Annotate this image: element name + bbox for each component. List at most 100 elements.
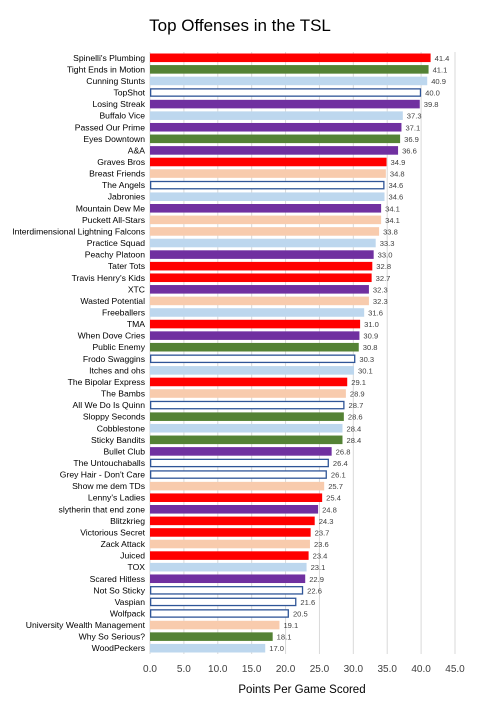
category-label: Jabronies	[108, 192, 145, 202]
value-label: 23.7	[315, 528, 330, 537]
bar	[150, 366, 355, 375]
value-label: 24.3	[319, 517, 334, 526]
bar	[150, 447, 332, 456]
category-label: Peachy Platoon	[85, 250, 145, 260]
x-tick-label: 30.0	[344, 664, 364, 675]
category-label: Zack Attack	[101, 539, 146, 549]
category-label: Sticky Bandits	[91, 435, 145, 445]
value-label: 34.1	[385, 204, 400, 213]
category-label: Blitzkrieg	[110, 516, 145, 526]
x-tick-label: 25.0	[310, 664, 330, 675]
category-label: Cobblestone	[97, 423, 145, 433]
value-label: 32.3	[373, 285, 388, 294]
value-label: 25.4	[326, 494, 341, 503]
value-label: 31.6	[368, 308, 383, 317]
value-label: 28.7	[349, 401, 364, 410]
bar	[150, 296, 369, 306]
value-label: 40.9	[431, 77, 446, 86]
bar	[150, 574, 306, 584]
bar	[150, 250, 374, 259]
bar	[150, 76, 428, 86]
category-label: Not So Sticky	[93, 585, 145, 595]
bar	[150, 377, 348, 387]
value-label: 33.0	[378, 251, 393, 260]
value-label: 20.5	[293, 609, 308, 618]
value-label: 30.9	[363, 332, 378, 341]
value-label: 39.8	[424, 100, 439, 109]
category-label: Losing Streak	[92, 99, 145, 109]
bar	[150, 238, 376, 248]
x-tick-label: 45.0	[445, 664, 465, 675]
bar	[150, 122, 402, 132]
category-label: Bullet Club	[103, 446, 145, 456]
x-tick-label: 5.0	[177, 664, 191, 675]
bar	[149, 470, 327, 479]
category-label: Graves Bros	[97, 157, 145, 167]
bar	[149, 586, 304, 595]
bar	[150, 331, 360, 340]
bar	[150, 215, 382, 225]
value-label: 19.1	[283, 621, 298, 630]
category-label: The Untouchaballs	[73, 458, 145, 468]
category-label: University Wealth Management	[26, 620, 146, 630]
category-label: XTC	[128, 284, 145, 294]
x-tick-label: 40.0	[411, 664, 431, 675]
value-label: 28.6	[348, 413, 363, 422]
category-label: The Angels	[102, 180, 145, 190]
value-label: 31.0	[364, 320, 379, 329]
bar	[149, 88, 422, 97]
bar	[150, 539, 310, 549]
value-label: 37.3	[407, 112, 422, 121]
bar	[150, 111, 403, 120]
category-label: TopShot	[113, 88, 145, 98]
x-tick-label: 0.0	[143, 664, 157, 675]
category-label: Victorious Secret	[80, 527, 145, 537]
value-label: 32.7	[376, 274, 391, 283]
bar	[150, 99, 420, 109]
value-label: 41.1	[433, 65, 448, 74]
x-axis-label: Points Per Game Scored	[238, 684, 365, 696]
category-label: Spinelli's Plumbing	[73, 53, 145, 63]
category-label: TMA	[127, 319, 145, 329]
bar	[150, 528, 311, 537]
category-label: Sloppy Seconds	[83, 412, 145, 422]
bar	[150, 53, 431, 63]
value-label: 34.6	[389, 181, 404, 190]
category-label: Breast Friends	[89, 169, 145, 179]
category-label: Interdimensional Lightning Falcons	[12, 226, 145, 236]
bar	[149, 597, 297, 607]
bar	[150, 632, 273, 641]
category-label: A&A	[128, 145, 145, 155]
x-tick-label: 35.0	[377, 664, 397, 675]
value-label: 41.4	[435, 54, 450, 63]
bar	[150, 389, 346, 398]
value-label: 28.4	[346, 424, 361, 433]
value-label: 25.7	[328, 482, 343, 491]
bar	[150, 643, 266, 653]
category-label: Show me dem TDs	[72, 481, 145, 491]
category-label: Mountain Dew Me	[76, 203, 145, 213]
value-labels: 41.4 41.1 40.9 40.0 39.837.3 37.1 36.9 36.6 34.9…	[269, 54, 449, 653]
value-label: 22.9	[309, 575, 324, 584]
bar	[150, 261, 373, 271]
category-label: Public Enemy	[92, 342, 145, 352]
bar	[150, 342, 359, 352]
category-label: Itches and ohs	[89, 365, 145, 375]
category-label: Wolfpack	[110, 608, 146, 618]
category-label: Grey Hair - Don't Care	[60, 470, 145, 480]
bar	[150, 493, 323, 502]
bar	[150, 620, 280, 630]
bar	[150, 157, 387, 167]
category-label: The Bambs	[101, 389, 145, 399]
value-label: 34.1	[385, 216, 400, 225]
bar	[150, 319, 361, 329]
bar	[149, 400, 345, 410]
value-label: 18.1	[277, 633, 292, 642]
value-label: 32.3	[373, 297, 388, 306]
category-label: Scared Hitless	[90, 574, 145, 584]
value-label: 30.3	[359, 355, 374, 364]
bar	[150, 516, 315, 526]
value-label: 26.4	[333, 459, 348, 468]
category-label: All We Do Is Quinn	[73, 400, 146, 410]
category-label: Frodo Swaggins	[83, 354, 145, 364]
